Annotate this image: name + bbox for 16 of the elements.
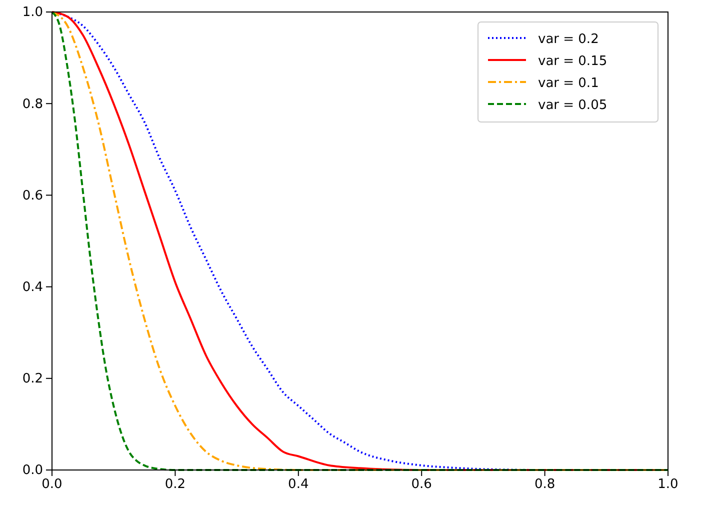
- x-tick-label: 0.2: [164, 477, 186, 492]
- x-tick-label: 0.4: [288, 477, 309, 492]
- x-tick-label: 0.6: [411, 477, 432, 492]
- legend-label: var = 0.05: [538, 98, 608, 113]
- legend-label: var = 0.2: [538, 32, 599, 47]
- y-tick-label: 0.6: [22, 188, 43, 204]
- y-tick-label: 0.8: [22, 96, 43, 112]
- x-tick-label: 0.8: [534, 477, 556, 492]
- y-tick-label: 0.4: [22, 280, 43, 295]
- y-tick-label: 0.0: [22, 463, 43, 478]
- y-tick-label: 1.0: [22, 5, 43, 20]
- x-tick-label: 0.0: [42, 477, 62, 492]
- x-tick-label: 1.0: [658, 477, 678, 492]
- legend-label: var = 0.1: [538, 76, 599, 91]
- y-tick-label: 0.2: [22, 372, 43, 387]
- legend-label: var = 0.15: [538, 54, 608, 69]
